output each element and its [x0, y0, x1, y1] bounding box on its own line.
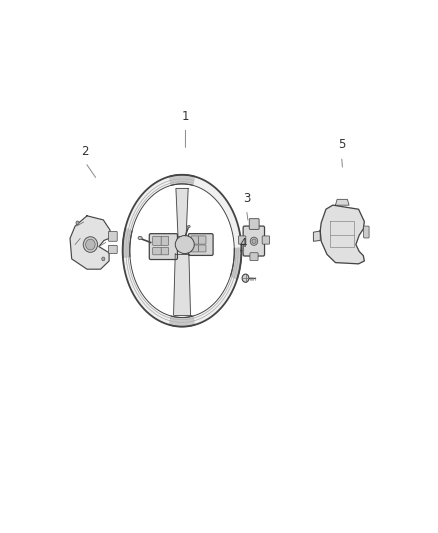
FancyBboxPatch shape — [191, 236, 198, 244]
FancyBboxPatch shape — [198, 236, 206, 244]
FancyBboxPatch shape — [188, 233, 213, 255]
FancyBboxPatch shape — [191, 245, 198, 252]
Polygon shape — [70, 216, 110, 269]
Ellipse shape — [86, 239, 95, 250]
Polygon shape — [176, 189, 188, 236]
FancyBboxPatch shape — [108, 231, 117, 241]
FancyBboxPatch shape — [250, 253, 258, 261]
FancyBboxPatch shape — [249, 219, 259, 229]
Ellipse shape — [83, 237, 98, 252]
Polygon shape — [173, 254, 191, 315]
Text: 2: 2 — [81, 144, 89, 158]
Text: 1: 1 — [182, 110, 189, 123]
Polygon shape — [170, 316, 194, 327]
Polygon shape — [173, 237, 176, 254]
FancyBboxPatch shape — [238, 236, 246, 244]
FancyBboxPatch shape — [149, 233, 177, 260]
Text: 3: 3 — [243, 192, 250, 205]
FancyBboxPatch shape — [153, 236, 162, 245]
Circle shape — [242, 274, 249, 282]
Circle shape — [76, 221, 79, 224]
FancyBboxPatch shape — [108, 245, 117, 254]
Ellipse shape — [138, 236, 142, 240]
Ellipse shape — [250, 237, 258, 245]
FancyBboxPatch shape — [153, 247, 162, 255]
Ellipse shape — [175, 236, 194, 254]
Polygon shape — [314, 231, 320, 241]
Polygon shape — [170, 175, 194, 185]
Polygon shape — [320, 205, 364, 264]
Ellipse shape — [252, 239, 256, 244]
FancyBboxPatch shape — [161, 236, 169, 245]
Circle shape — [102, 257, 105, 261]
Ellipse shape — [187, 225, 190, 228]
FancyBboxPatch shape — [243, 226, 265, 256]
FancyBboxPatch shape — [198, 245, 206, 252]
Polygon shape — [130, 184, 234, 318]
FancyBboxPatch shape — [161, 247, 169, 255]
Polygon shape — [336, 199, 349, 205]
Polygon shape — [123, 229, 132, 257]
Polygon shape — [123, 175, 241, 327]
Text: 5: 5 — [338, 139, 345, 151]
FancyBboxPatch shape — [262, 236, 270, 244]
Polygon shape — [190, 237, 196, 249]
FancyBboxPatch shape — [364, 226, 369, 238]
Text: 4: 4 — [240, 237, 247, 250]
Polygon shape — [230, 248, 241, 279]
